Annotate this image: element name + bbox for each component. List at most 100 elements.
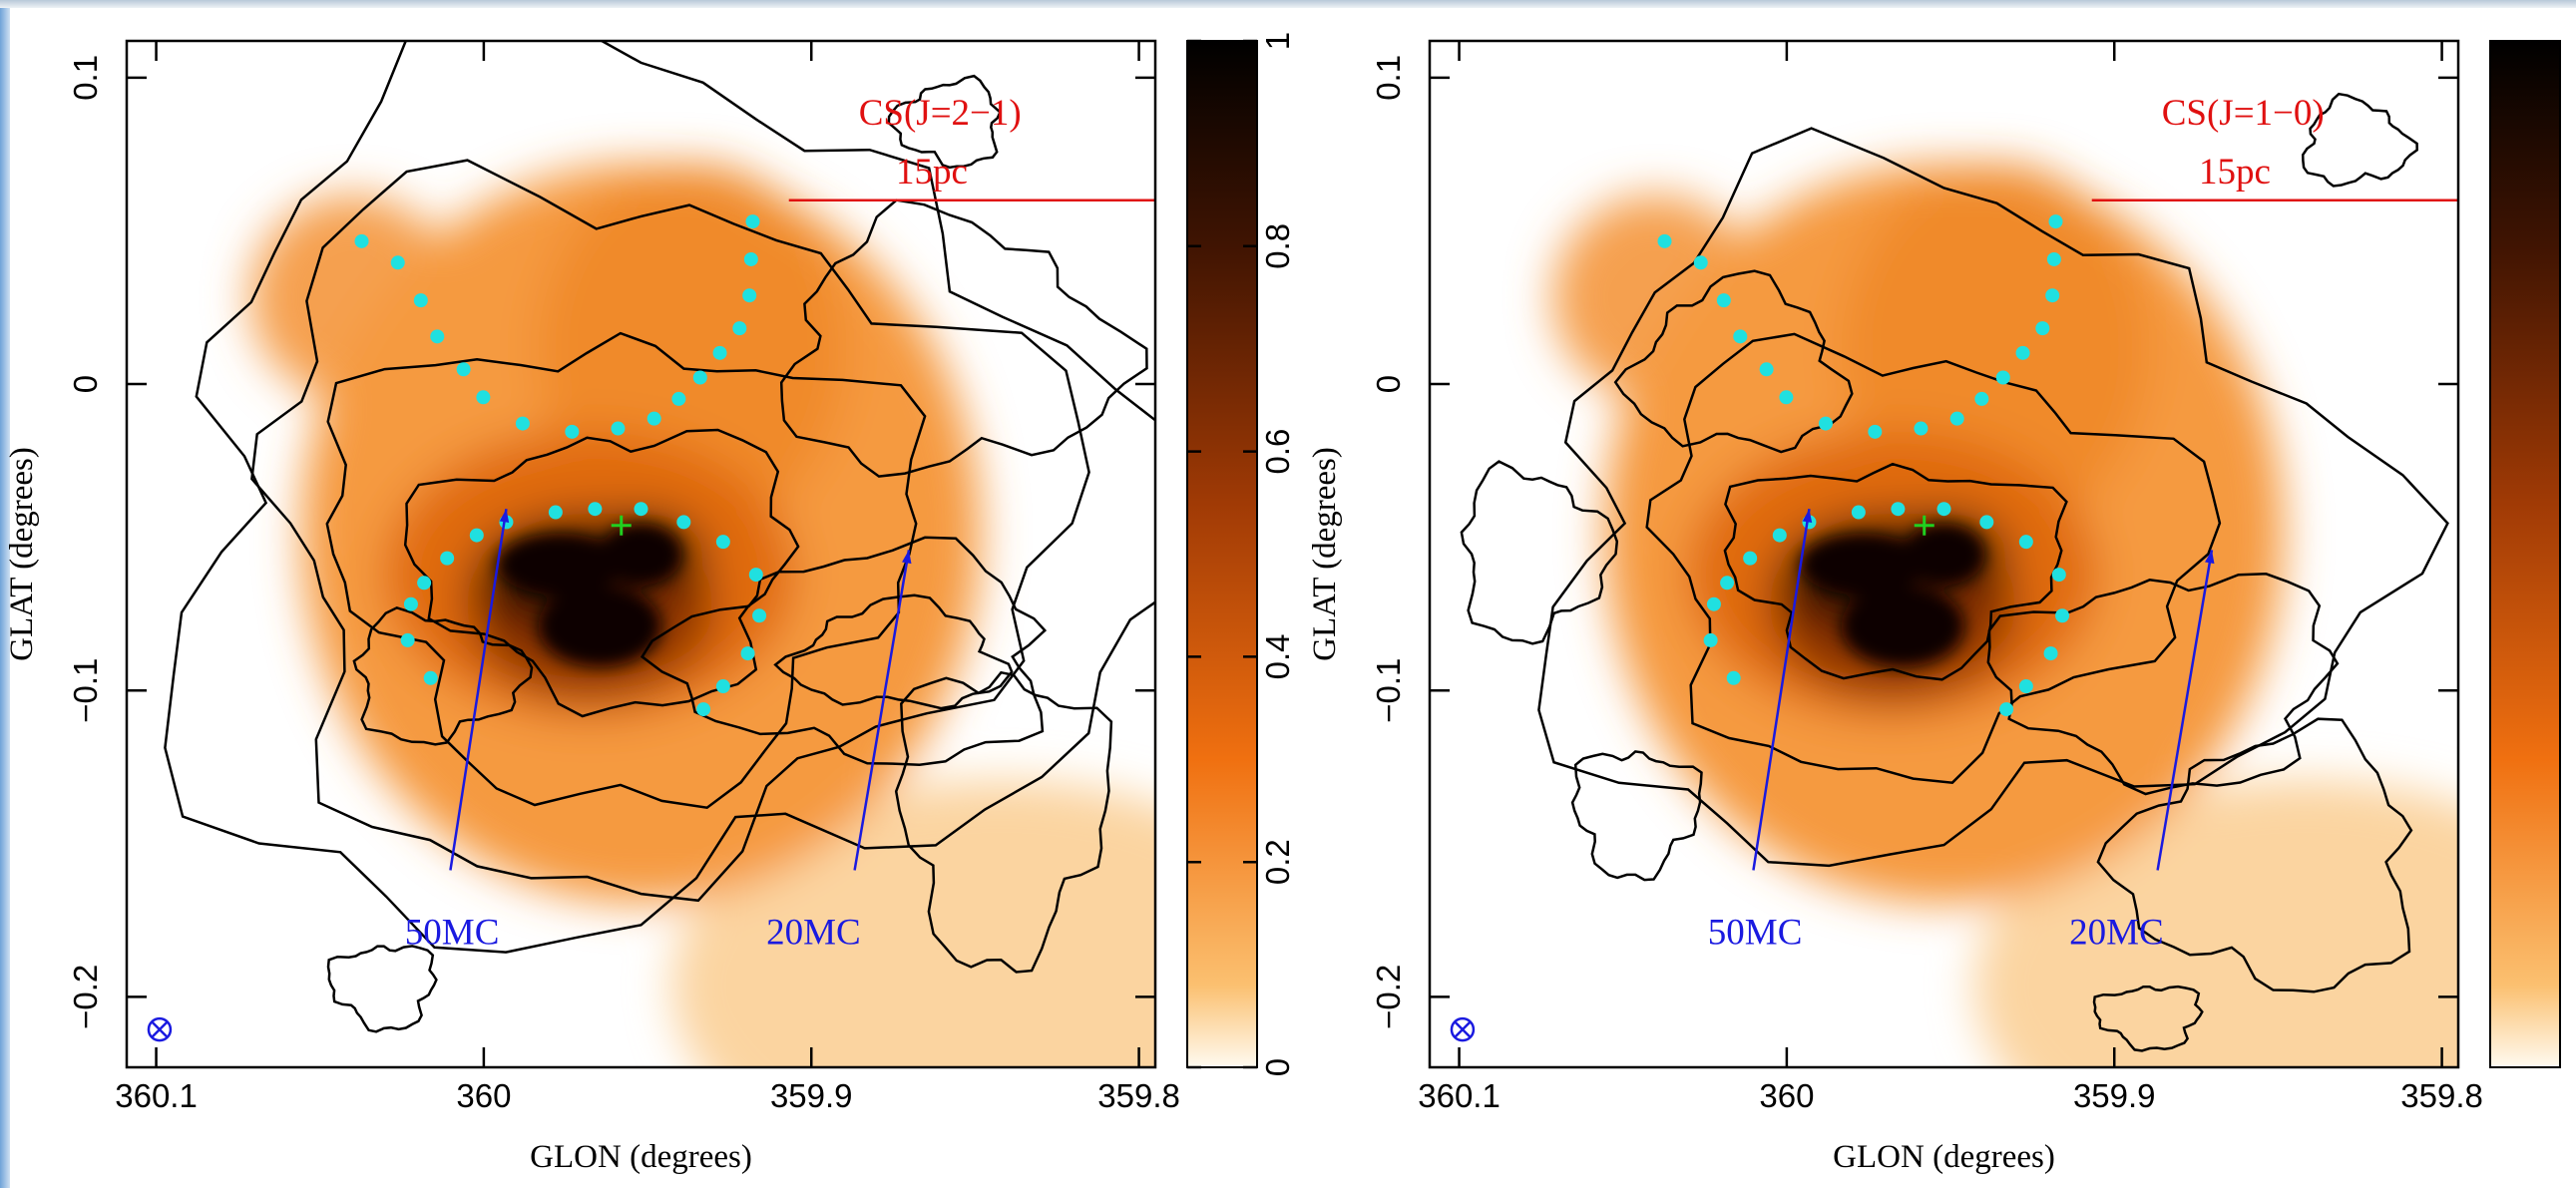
cyan-dot [715,679,730,694]
cyan-dot [588,502,603,517]
cyan-dot [403,596,418,611]
contour [1613,269,1854,454]
cyan-dot [2015,345,2030,360]
colorbar-tick-label: 1 [1259,32,1296,50]
y-tick-label: −0.2 [67,965,104,1029]
cyan-dot [417,576,432,591]
cyan-dot [440,551,455,566]
contour [894,670,1113,974]
contour [887,74,1002,170]
cyan-dot [1936,502,1951,517]
y-axis-label: GLAT (degrees) [4,447,40,661]
cyan-dot [1979,515,1994,530]
cyan-dot [752,608,767,623]
cyan-dot [745,214,760,229]
cyan-dot [1759,362,1774,377]
cyan-dot [2051,568,2066,583]
cyan-dot [634,502,648,517]
cyan-dot [1716,293,1731,308]
contour [640,536,1048,767]
plot-frame [125,39,1157,1069]
core [600,523,682,586]
core [1800,533,1924,595]
contour [1570,750,1703,882]
cyan-dot [732,321,747,336]
cyan-dot [1772,528,1787,543]
cyan-dot [743,251,758,266]
beam [1450,1016,1476,1042]
arrow [2156,550,2214,871]
cyan-dot [2048,214,2063,229]
cyan-dot [423,670,438,685]
colorbar [1186,40,1258,1068]
cyan-dot [354,233,369,248]
x-axis-label: GLON (degrees) [1833,1139,2055,1175]
contour [352,605,534,746]
y-tick-label: 0.1 [67,55,104,101]
cyan-dot [671,391,686,406]
emission-core [1800,523,1985,667]
cyan-dot [712,345,727,360]
cyan-dot [646,411,661,426]
arrow-head [902,550,912,565]
x-tick-label: 359.8 [1097,1077,1180,1114]
cyan-dot [2018,679,2033,694]
annotation: 20MC [2069,913,2164,954]
y-tick-label: 0 [1370,375,1407,393]
cyan-dot [413,293,428,308]
arrow [449,509,508,871]
emission-map [164,41,1155,1067]
annotation: 20MC [766,913,861,954]
cyan-dot [2045,288,2060,303]
colorbar-tick-label: 0.8 [1259,223,1296,269]
emission-map [1460,92,2458,1067]
contour [250,159,1090,903]
arrow-head [1802,509,1813,523]
cyan-dot [1693,255,1708,270]
contour [403,428,800,718]
cyan-dot [2018,535,2033,550]
cyan-dot [469,528,484,543]
colorbar-tick-label: 0 [1259,1058,1296,1076]
cyan-dot [565,424,580,439]
cyan-dot [390,255,405,270]
cyan-dot [1657,233,1672,248]
arrow-head [2205,550,2215,565]
x-tick-label: 360.1 [1418,1077,1501,1114]
cyan-dot [1995,370,2010,385]
arrow [853,550,911,871]
contour [326,945,438,1033]
cyan-dot [1706,596,1721,611]
cyan-dot [1733,329,1748,344]
window-frame [0,0,2576,8]
cyan-dot [476,390,491,405]
cyan-dot [692,370,707,385]
cyan-dot [1818,416,1833,431]
cyan-dot [1949,411,1964,426]
colorbar-tick-label: 0.2 [1259,839,1296,885]
emission [1552,164,2458,1067]
cyan-dot [740,646,755,661]
cyan-dot [1851,505,1866,520]
x-tick-label: 360 [456,1077,511,1114]
contour [2301,92,2418,188]
cyan-dot [1743,551,1758,566]
panel: 50MC 20MC CS(J=2−1) 15pc 360.1 360 359.9 359.8 0… [4,32,1296,1175]
contour [164,41,1155,954]
x-tick-label: 359.9 [770,1077,853,1114]
cyan-dot [2055,608,2070,623]
core [1903,523,1985,586]
cyan-dot [2043,646,2058,661]
cyan-dot [1726,670,1741,685]
x-axis-label: GLON (degrees) [530,1139,752,1175]
cyan-dot [1703,632,1718,647]
x-tick-label: 360.1 [115,1077,198,1114]
emission-core [497,523,682,667]
cyan-dot [1720,576,1735,591]
contours [1460,92,2449,1052]
colorbar-tick-label: 0.4 [1259,633,1296,679]
annotation: 50MC [405,913,500,954]
cyan-dot [1779,390,1794,405]
colorbar [2489,40,2561,1068]
contour [1645,332,2222,785]
